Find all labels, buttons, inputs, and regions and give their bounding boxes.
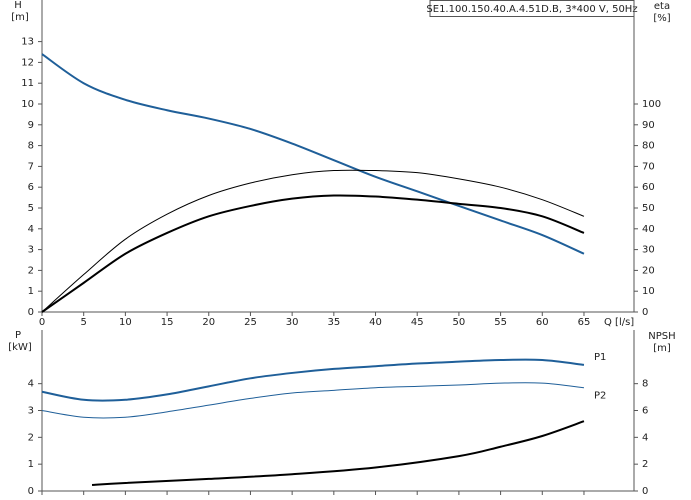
- x-tick-label: 60: [536, 317, 549, 328]
- x-tick-label: 15: [161, 317, 174, 328]
- y-tick-label: 0: [28, 307, 34, 318]
- y-tick-label: 10: [21, 99, 34, 110]
- curve: [41, 194, 585, 313]
- x-tick-label: 40: [369, 317, 382, 328]
- x-tick-label: 65: [578, 317, 591, 328]
- y-tick-label: 2: [28, 432, 34, 443]
- y2-tick-label: 50: [642, 203, 655, 214]
- y2-tick-label: 70: [642, 161, 655, 172]
- y-tick-label: 12: [21, 57, 34, 68]
- y-tick-label: 1: [28, 459, 34, 470]
- x-tick-label: 35: [327, 317, 340, 328]
- x-tick-label: 20: [202, 317, 215, 328]
- y2-tick-label: 6: [642, 406, 648, 417]
- x-tick-label: 0: [39, 317, 45, 328]
- y-tick-label: 9: [28, 120, 34, 131]
- y-tick-label: 4: [28, 224, 34, 235]
- y-tick-label: 6: [28, 182, 34, 193]
- series-label: P1: [594, 352, 606, 363]
- y2-tick-label: 8: [642, 379, 648, 390]
- x-axis-label: Q [l/s]: [604, 317, 634, 328]
- curve: [91, 420, 585, 486]
- y2-tick-label: 80: [642, 141, 655, 152]
- y2-tick-label: 2: [642, 459, 648, 470]
- y-tick-label: 5: [28, 203, 34, 214]
- y-tick-label: 0: [28, 486, 34, 497]
- y2-tick-label: 100: [642, 99, 661, 110]
- y-tick-label: 3: [28, 406, 34, 417]
- curve: [41, 53, 585, 255]
- y-tick-label: 8: [28, 141, 34, 152]
- y-tick-label: 4: [28, 379, 34, 390]
- chart-title: SE1.100.150.40.A.4.51D.B, 3*400 V, 50Hz: [426, 4, 637, 15]
- x-tick-label: 5: [81, 317, 87, 328]
- curve: [41, 169, 585, 313]
- y-axis-unit: [kW]: [8, 342, 32, 353]
- y2-axis-unit: [%]: [653, 13, 670, 24]
- x-tick-label: 25: [244, 317, 257, 328]
- y2-tick-label: 30: [642, 245, 655, 256]
- y2-tick-label: 60: [642, 182, 655, 193]
- x-tick-label: 10: [119, 317, 132, 328]
- x-tick-label: 55: [494, 317, 507, 328]
- y2-tick-label: 90: [642, 120, 655, 131]
- y-axis-label: P: [15, 330, 21, 341]
- y2-tick-label: 4: [642, 432, 648, 443]
- y2-tick-label: 20: [642, 265, 655, 276]
- x-tick-label: 45: [411, 317, 424, 328]
- y-tick-label: 13: [21, 37, 34, 48]
- y-tick-label: 1: [28, 286, 34, 297]
- y2-axis-label: NPSH: [648, 331, 675, 342]
- y2-axis-label: eta: [654, 1, 670, 12]
- y-tick-label: 7: [28, 161, 34, 172]
- y2-tick-label: 10: [642, 286, 655, 297]
- y2-tick-label: 40: [642, 224, 655, 235]
- curve: [41, 358, 585, 402]
- y-tick-label: 11: [21, 78, 34, 89]
- y-axis-label: H: [14, 0, 22, 11]
- series-label: P2: [594, 391, 606, 402]
- y-axis-unit: [m]: [11, 12, 29, 23]
- y2-axis-unit: [m]: [653, 343, 671, 354]
- y-tick-label: 2: [28, 265, 34, 276]
- y-tick-label: 3: [28, 245, 34, 256]
- y2-tick-label: 0: [642, 307, 648, 318]
- y2-tick-label: 0: [642, 486, 648, 497]
- x-tick-label: 50: [453, 317, 466, 328]
- x-tick-label: 30: [286, 317, 299, 328]
- curve: [41, 382, 585, 419]
